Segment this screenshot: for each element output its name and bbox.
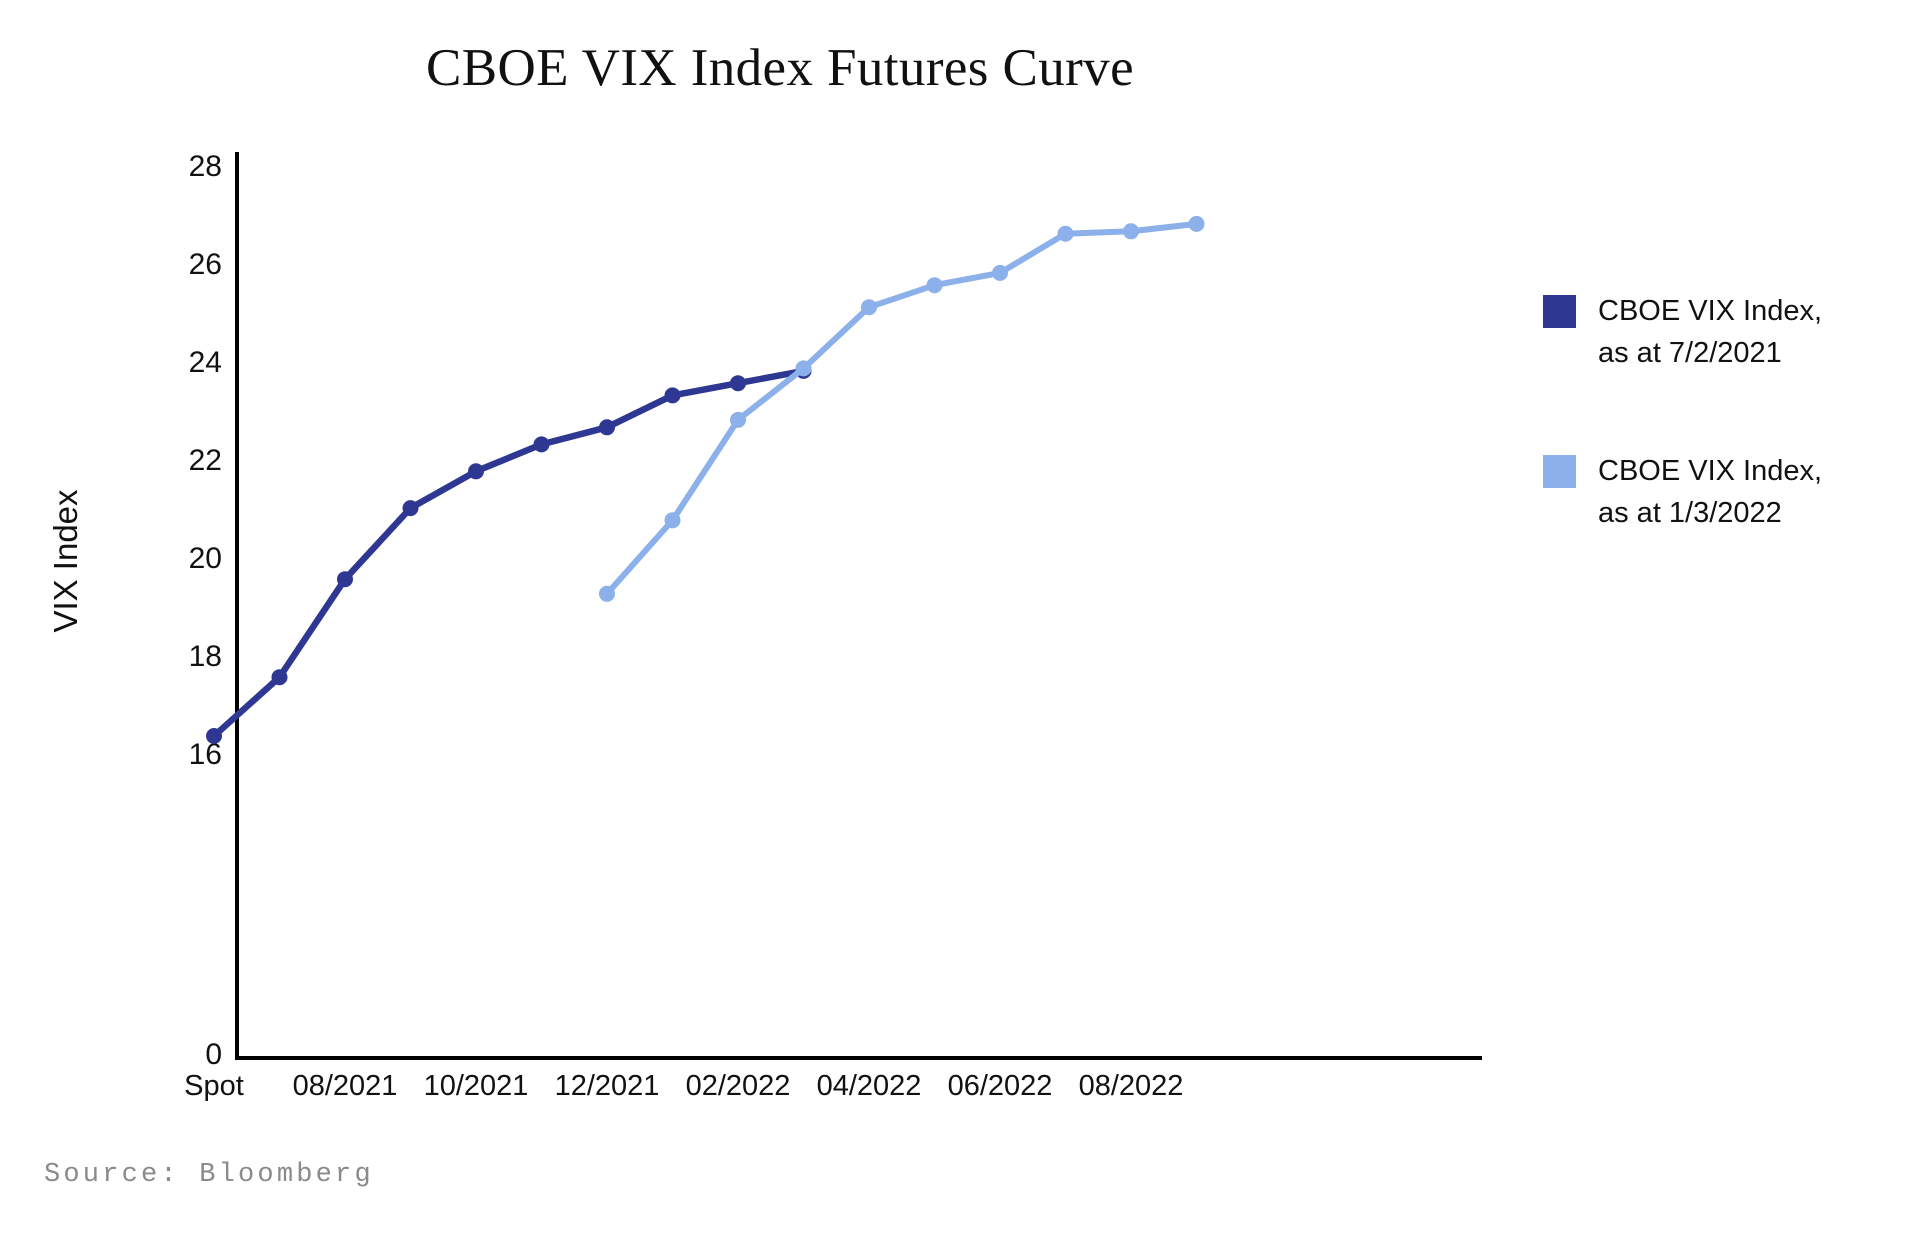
series-layer xyxy=(206,215,1205,744)
data-point-marker xyxy=(992,264,1008,281)
series-1 xyxy=(206,362,812,744)
data-point-marker xyxy=(1188,215,1205,232)
x-axis-tick-label: 06/2022 xyxy=(947,1070,1053,1102)
axis-lines xyxy=(235,152,1482,1060)
legend-entry-2[interactable]: CBOE VIX Index, as at 1/3/2022 xyxy=(1543,450,1903,534)
y-axis-tick-label: 20 xyxy=(188,542,222,575)
data-point-marker xyxy=(337,571,353,588)
data-point-marker xyxy=(926,277,943,294)
x-axis-tick-label: 08/2022 xyxy=(1078,1070,1184,1102)
data-point-marker xyxy=(206,728,222,744)
x-axis-tick-label: Spot xyxy=(184,1070,244,1102)
legend-label: CBOE VIX Index, as at 1/3/2022 xyxy=(1598,455,1823,529)
data-point-marker xyxy=(271,669,288,686)
data-point-marker xyxy=(664,512,681,529)
y-axis-tick-label: 18 xyxy=(188,640,222,673)
legend-label: CBOE VIX Index, as at 7/2/2021 xyxy=(1598,295,1823,369)
legend-entry-1[interactable]: CBOE VIX Index, as at 7/2/2021 xyxy=(1543,290,1903,374)
y-axis-tick-label: 22 xyxy=(188,444,222,477)
x-axis-tick-label: 12/2021 xyxy=(554,1070,660,1102)
x-axis-tick-label: 08/2021 xyxy=(292,1070,398,1102)
series-2 xyxy=(599,215,1205,602)
data-point-marker xyxy=(730,375,746,392)
data-point-marker xyxy=(533,436,550,453)
data-point-marker xyxy=(795,360,812,377)
x-axis-tick-labels: Spot 08/2021 10/2021 12/2021 02/2022 04/2022 0… xyxy=(0,1070,1928,1116)
source-note: Source: Bloomberg xyxy=(44,1160,374,1190)
data-point-marker xyxy=(599,419,615,436)
data-point-marker xyxy=(402,500,419,517)
series-line xyxy=(604,220,1200,597)
y-axis-tick-label: 0 xyxy=(205,1038,222,1071)
y-axis-tick-label: 28 xyxy=(188,150,222,183)
data-point-marker xyxy=(468,463,484,480)
data-point-marker xyxy=(664,387,681,404)
data-point-marker xyxy=(861,299,877,316)
data-point-marker xyxy=(730,411,746,428)
y-axis-tick-label: 26 xyxy=(188,248,222,281)
x-axis-tick-label: 02/2022 xyxy=(685,1070,791,1102)
y-axis-tick-label: 24 xyxy=(188,346,222,379)
data-point-marker xyxy=(1057,225,1074,242)
x-axis-tick-label: 04/2022 xyxy=(816,1070,922,1102)
legend: CBOE VIX Index, as at 7/2/2021 CBOE VIX I… xyxy=(1543,290,1903,610)
legend-swatch-icon xyxy=(1543,295,1576,328)
data-point-marker xyxy=(1123,223,1139,240)
data-point-marker xyxy=(599,585,615,602)
series-line xyxy=(210,367,807,740)
legend-swatch-icon xyxy=(1543,455,1576,488)
y-axis-tick-labels: 0 16 18 20 22 24 26 28 xyxy=(152,0,222,1244)
x-axis-tick-label: 10/2021 xyxy=(423,1070,529,1102)
page-title: CBOE VIX Index Futures Curve xyxy=(426,39,1134,97)
